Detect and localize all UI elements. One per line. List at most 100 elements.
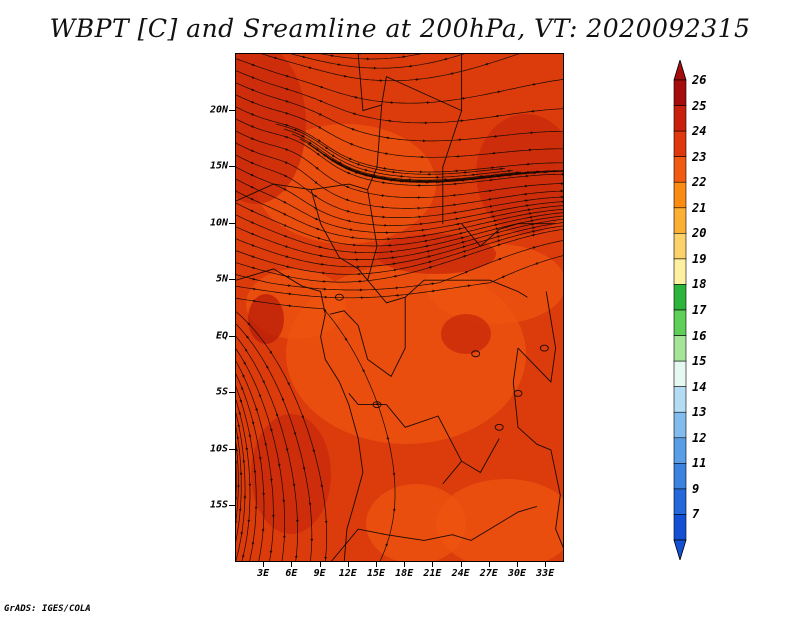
streamline-arrow [345, 185, 350, 189]
streamline-arrow [461, 97, 466, 100]
streamline-arrow [251, 266, 256, 270]
streamline-arrow [531, 83, 537, 86]
streamline-arrow [249, 173, 254, 177]
streamline-arrow [312, 448, 316, 453]
streamline-arrow [356, 170, 361, 174]
field-patch [236, 54, 306, 204]
streamline-arrow [285, 447, 289, 452]
streamline-arrow [241, 553, 245, 559]
streamline-arrow [461, 245, 466, 249]
lat-label: 15S [209, 499, 228, 511]
streamline-arrow [281, 397, 284, 402]
border-line [442, 110, 463, 224]
streamline-arrow [363, 168, 369, 172]
streamline-arrow [262, 379, 265, 384]
streamline-arrow [401, 55, 406, 59]
legend-swatch [673, 156, 687, 183]
streamline-arrow [323, 308, 327, 312]
streamline-arrow [250, 124, 255, 128]
streamline-arrow [313, 206, 318, 210]
streamline-arrow [258, 455, 262, 461]
streamline-arrow [386, 436, 390, 441]
streamline [347, 168, 563, 183]
legend-swatch [673, 181, 687, 209]
streamline-arrow [458, 232, 463, 235]
credit-label: GrADS: IGES/COLA [4, 604, 91, 614]
streamline-arrow [250, 137, 255, 140]
streamline-arrow [282, 187, 287, 191]
streamline-arrow [462, 255, 467, 258]
streamline-arrow [460, 241, 466, 244]
streamline-arrow [239, 398, 243, 404]
streamline-arrow [318, 99, 323, 103]
streamline-arrow [317, 125, 322, 129]
streamline-arrow [356, 162, 361, 166]
streamline-arrow [277, 462, 281, 468]
streamline-arrow [385, 136, 391, 140]
lake-outline [513, 389, 523, 397]
border-line [512, 348, 563, 549]
streamline-arrow [501, 275, 506, 279]
streamline-arrow [258, 393, 262, 398]
legend-label: 23 [692, 149, 707, 164]
streamline-arrow [462, 250, 467, 253]
streamline-arrow [423, 239, 428, 243]
streamline-arrow [250, 221, 255, 224]
legend-label: 20 [692, 226, 707, 241]
streamline-arrow [454, 217, 459, 221]
streamline-arrow [250, 100, 255, 104]
lon-label: 27E [479, 568, 498, 579]
streamline-arrow [284, 245, 289, 248]
streamline-arrow [495, 235, 501, 239]
streamline-arrow [491, 215, 496, 219]
streamline-arrow [457, 227, 462, 231]
streamline-arrow [284, 148, 289, 151]
streamline-arrow [275, 412, 279, 418]
streamline-arrow [449, 72, 455, 76]
streamline-arrow [265, 365, 269, 370]
streamline-arrow [301, 414, 304, 419]
streamline-arrow [251, 287, 257, 291]
streamline-arrow [286, 275, 291, 278]
streamline-arrow [392, 268, 397, 272]
lon-label: 6E [285, 568, 298, 579]
streamline-arrow [494, 227, 499, 231]
streamline-arrow [317, 139, 321, 142]
legend-label: 11 [692, 456, 707, 471]
color-legend [673, 60, 687, 560]
lat-label: 20N [209, 104, 228, 116]
lat-tick [229, 392, 235, 394]
streamline-arrow [528, 215, 534, 219]
streamline-arrow [317, 245, 323, 249]
lon-tick [545, 562, 547, 567]
streamline-arrow [251, 420, 255, 425]
legend-label: 19 [692, 251, 707, 266]
legend-label: 18 [692, 277, 707, 292]
streamline [236, 335, 298, 561]
streamline-arrow [282, 223, 288, 227]
streamline-arrow [391, 262, 396, 266]
border-line [348, 393, 500, 474]
lake-outline [539, 344, 549, 352]
streamline-arrow [346, 171, 351, 175]
streamline-arrow [393, 275, 398, 278]
lon-label: 12E [338, 568, 357, 579]
streamlines [236, 54, 563, 561]
streamline-arrow [345, 198, 350, 202]
streamline-arrow [287, 381, 290, 386]
streamline-arrow [531, 233, 536, 237]
streamline-arrow [249, 197, 254, 201]
streamline-arrow [249, 185, 254, 189]
lon-label: 21E [423, 568, 442, 579]
streamline-arrow [300, 134, 305, 138]
legend-label: 9 [692, 481, 700, 496]
streamline-arrow [282, 212, 287, 216]
streamline-arrow [492, 219, 497, 223]
streamline-arrow [353, 95, 359, 99]
lon-label: 3E [257, 568, 270, 579]
streamline-arrow [425, 250, 431, 253]
streamline-arrow [530, 222, 535, 226]
legend-swatch [673, 309, 687, 336]
legend-label: 26 [692, 73, 707, 87]
lon-tick [319, 562, 321, 567]
